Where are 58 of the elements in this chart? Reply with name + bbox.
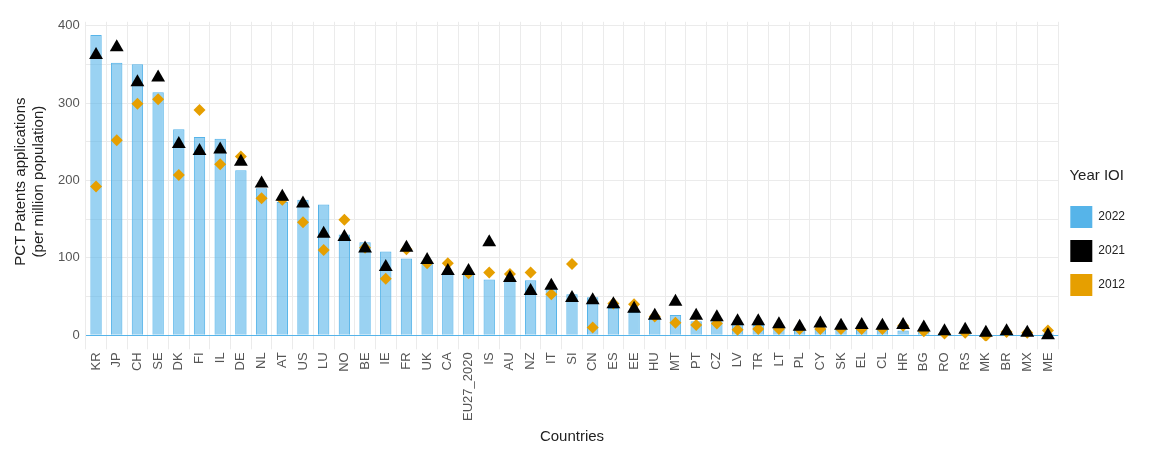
legend-label: 2021 [1098, 243, 1126, 258]
x-tick-label: HU [646, 352, 662, 372]
x-tick-label: EU27_2020 [460, 352, 476, 421]
x-tick-label: CL [873, 352, 889, 369]
x-tick-label: CY [811, 352, 827, 371]
x-tick-label: HR [894, 352, 910, 372]
x-tick-label: DK [170, 352, 186, 371]
x-tick-label: PL [791, 352, 807, 369]
x-tick-label: BE [356, 352, 372, 370]
x-tick-label: AT [273, 352, 289, 368]
x-tick-label: RO [936, 352, 952, 372]
x-tick-label: CA [439, 352, 455, 371]
x-tick-label: MK [977, 352, 993, 372]
x-tick-label: EE [625, 352, 641, 370]
x-tick-label: EL [853, 352, 869, 369]
x-tick-label: NZ [522, 352, 538, 370]
x-tick-label: FR [398, 352, 414, 370]
y-tick-label: 300 [57, 94, 80, 110]
x-tick-label: IE [377, 352, 393, 365]
x-tick-label: IL [211, 352, 227, 364]
x-tick-label: PT [687, 352, 703, 369]
x-axis-title: Countries [539, 427, 605, 445]
x-tick-label: MT [667, 352, 683, 372]
x-tick-label: NL [253, 352, 269, 369]
x-tick-label: FI [191, 352, 207, 364]
x-tick-label: US [294, 352, 310, 371]
x-tick-label: SK [832, 352, 848, 370]
x-tick-label: CN [584, 352, 600, 372]
x-tick-label: ES [604, 352, 620, 370]
x-tick-label: BG [915, 352, 931, 372]
x-tick-label: UK [418, 352, 434, 371]
y-tick-label: 400 [57, 17, 80, 33]
legend-label: 2012 [1098, 277, 1126, 292]
x-tick-label: IS [480, 352, 496, 365]
legend-label: 2022 [1098, 209, 1126, 224]
x-tick-label: NO [335, 352, 351, 372]
x-tick-label: SE [149, 352, 165, 370]
x-tick-label: AU [501, 352, 517, 371]
x-tick-label: LT [770, 352, 786, 367]
x-tick-label: JP [108, 352, 124, 368]
x-tick-label: CH [129, 352, 144, 372]
x-tick-label: DE [232, 352, 248, 371]
y-tick-label: 0 [72, 326, 80, 342]
x-tick-label: SI [563, 352, 579, 365]
y-tick-label: 100 [57, 249, 80, 265]
x-tick-label: ME [1039, 352, 1055, 372]
x-tick-label: IT [542, 352, 558, 364]
y-axis-title: PCT Patents applications (per million population) [11, 97, 47, 266]
x-tick-label: RS [956, 352, 972, 371]
y-tick-label: 200 [57, 171, 80, 187]
legend-title: Year IOI [1069, 165, 1124, 183]
x-tick-label: BR [998, 352, 1014, 371]
x-tick-label: LV [729, 352, 745, 368]
x-tick-label: KR [87, 352, 103, 371]
x-tick-label: MX [1018, 352, 1034, 372]
x-tick-label: TR [749, 352, 765, 370]
x-tick-label: LU [315, 352, 331, 369]
x-tick-label: CZ [708, 352, 724, 370]
